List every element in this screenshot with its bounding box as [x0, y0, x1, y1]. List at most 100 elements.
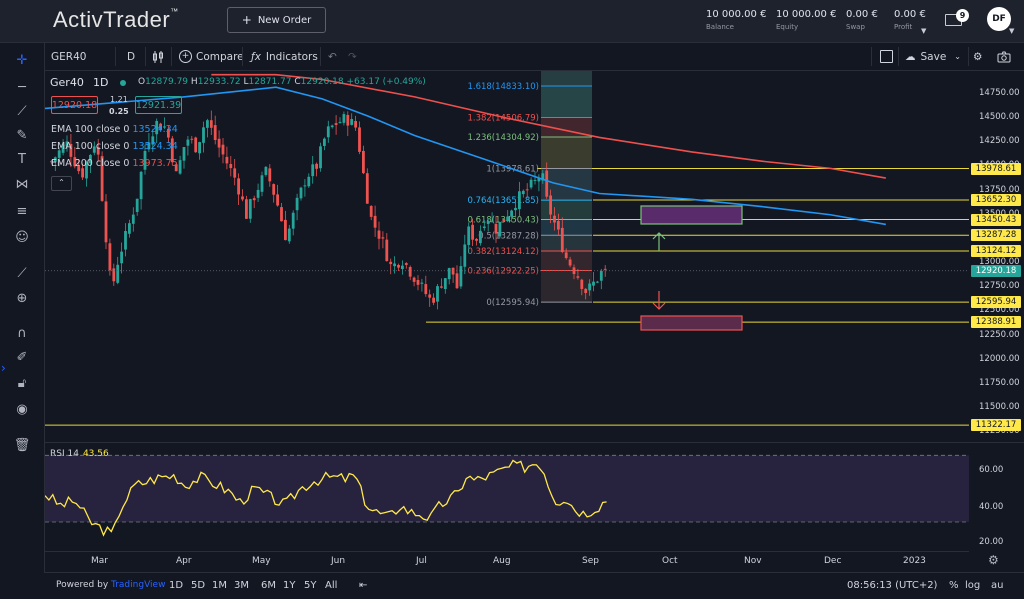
- powered-by[interactable]: Powered by TradingView: [56, 580, 166, 590]
- candle-body: [229, 164, 233, 169]
- candle-body: [81, 168, 84, 178]
- sell-target-box[interactable]: [640, 315, 743, 331]
- price-tick-label: 14750.00: [979, 88, 1020, 98]
- save-button[interactable]: ☁ Save ⌄: [905, 50, 961, 63]
- eye-icon[interactable]: ◉: [16, 402, 28, 417]
- percent-toggle[interactable]: %: [949, 580, 959, 591]
- candle-body: [268, 168, 272, 182]
- time-axis[interactable]: Mar Apr May Jun Jul Aug Sep Oct Nov Dec 2023: [45, 551, 969, 572]
- avatar[interactable]: DF: [987, 7, 1011, 31]
- candle-body: [564, 252, 568, 259]
- emoji-icon[interactable]: ☺: [15, 230, 29, 245]
- range-1y[interactable]: 1Y: [283, 580, 296, 591]
- price-level-tag[interactable]: 13978.61: [971, 162, 1021, 175]
- new-order-button[interactable]: + New Order: [227, 7, 326, 33]
- candle-body: [198, 142, 201, 154]
- range-3m[interactable]: 3M: [234, 580, 249, 591]
- candle-body: [365, 173, 369, 204]
- auto-toggle[interactable]: au: [991, 580, 1004, 591]
- date-range-icon[interactable]: ⇤: [359, 580, 368, 591]
- candle-body: [603, 268, 607, 270]
- trash-icon[interactable]: 🗑︎: [13, 438, 31, 453]
- price-tick-label: 11750.00: [979, 377, 1020, 388]
- ema-legend-item[interactable]: EMA 100 close 0 13524.34: [51, 141, 178, 152]
- pattern-icon[interactable]: ⋈: [15, 177, 29, 192]
- buy-price-button[interactable]: 12921.39: [135, 96, 182, 114]
- candle-body: [440, 286, 443, 288]
- candle-body: [498, 222, 502, 237]
- price-level-tag[interactable]: 12595.94: [971, 296, 1021, 309]
- range-5d[interactable]: 5D: [191, 580, 206, 591]
- chevron-right-icon[interactable]: ›: [1, 361, 6, 375]
- price-level-tag[interactable]: 13124.12: [971, 245, 1021, 258]
- price-chart[interactable]: 1.618(14833.10) 1.382(14506.79) 1.236(1430…: [45, 71, 969, 441]
- redo-icon[interactable]: ↷: [348, 50, 357, 63]
- fullscreen-icon[interactable]: [880, 43, 893, 70]
- text-icon[interactable]: T: [18, 152, 26, 167]
- candle-body: [135, 198, 139, 212]
- price-tick-label: 13750.00: [979, 184, 1020, 195]
- candle-body: [291, 212, 295, 229]
- candle-body: [287, 228, 291, 242]
- symbol-search[interactable]: GER40: [51, 50, 87, 63]
- fib-tool-icon[interactable]: ⟋: [17, 104, 27, 119]
- crosshair-icon[interactable]: ✛: [16, 53, 28, 68]
- log-toggle[interactable]: log: [965, 580, 981, 591]
- brush-icon[interactable]: ✎: [16, 128, 28, 143]
- ema-legend-item[interactable]: EMA 200 close 0 13973.75: [51, 158, 178, 169]
- candle-body: [233, 168, 237, 178]
- fib-level-label: 0.764(13651.85): [467, 196, 539, 206]
- pencil-lock-icon[interactable]: ✐: [16, 350, 28, 365]
- candle-body: [510, 210, 513, 217]
- undo-icon[interactable]: ↶: [328, 50, 337, 63]
- magnet-icon[interactable]: ∩: [17, 326, 27, 341]
- range-6m[interactable]: 6M: [261, 580, 276, 591]
- range-1m[interactable]: 1M: [212, 580, 227, 591]
- candle-body: [385, 239, 389, 262]
- candle-body: [330, 125, 334, 128]
- clock[interactable]: 08:56:13 (UTC+2): [847, 580, 938, 591]
- price-level-tag[interactable]: 13450.43: [971, 213, 1021, 226]
- price-level-tag[interactable]: 13287.28: [971, 229, 1021, 242]
- candle-body: [272, 184, 276, 195]
- compare-button[interactable]: + Compare: [179, 43, 244, 70]
- avatar-caret-icon[interactable]: ▼: [1009, 27, 1015, 35]
- settings-icon[interactable]: ⚙: [973, 50, 983, 63]
- account-swap: 0.00 € Swap: [846, 9, 878, 31]
- ruler-icon[interactable]: ⟋: [17, 266, 27, 281]
- app-logo[interactable]: ActivTrader™: [53, 7, 179, 32]
- candle-body: [358, 127, 361, 152]
- buy-target-box[interactable]: [640, 205, 743, 225]
- interval-selector[interactable]: D: [127, 50, 136, 63]
- profit-caret-icon[interactable]: ▼: [921, 27, 927, 35]
- settings-gear-icon[interactable]: ⚙: [988, 553, 999, 567]
- zoom-in-icon[interactable]: ⊕: [16, 291, 28, 306]
- candle-style-icon[interactable]: [151, 43, 165, 70]
- price-level-tag[interactable]: 13652.30: [971, 194, 1021, 207]
- lock-icon[interactable]: 🔓︎: [17, 376, 27, 391]
- camera-icon[interactable]: [997, 43, 1011, 70]
- price-tick-label: 12000.00: [979, 353, 1020, 364]
- sell-price-button[interactable]: 12920.18: [51, 96, 98, 114]
- candle-body: [553, 215, 556, 223]
- price-level-tag[interactable]: 12388.91: [971, 316, 1021, 329]
- fib-zone: [541, 219, 592, 236]
- candle-body: [557, 221, 560, 230]
- candle-body: [69, 143, 73, 157]
- range-5y[interactable]: 5Y: [304, 580, 317, 591]
- candle-body: [393, 263, 396, 267]
- prediction-icon[interactable]: ≡: [16, 204, 28, 219]
- candle-body: [124, 231, 127, 250]
- price-tick-label: 12250.00: [979, 329, 1020, 340]
- collapse-legend-button[interactable]: ⌃: [51, 176, 72, 191]
- candle-body: [295, 197, 299, 211]
- trend-line-icon[interactable]: ─: [18, 80, 26, 95]
- rsi-chart[interactable]: [45, 444, 969, 550]
- pane-divider[interactable]: [45, 442, 1024, 443]
- price-level-tag[interactable]: 11322.17: [971, 419, 1021, 432]
- ema-legend-item[interactable]: EMA 100 close 0 13524.34: [51, 124, 178, 135]
- indicators-button[interactable]: ƒx Indicators: [251, 50, 318, 63]
- price-axis[interactable]: 14750.0014500.0014250.0014000.0013750.00…: [969, 71, 1024, 551]
- range-1d[interactable]: 1D: [169, 580, 184, 591]
- range-all[interactable]: All: [325, 580, 338, 591]
